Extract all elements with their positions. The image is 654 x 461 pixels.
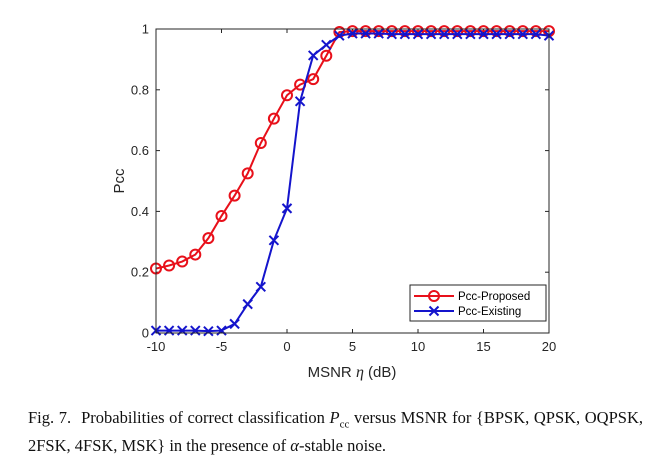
data-point (334, 30, 345, 41)
data-point (491, 28, 502, 40)
x-tick-label: 10 (411, 339, 425, 354)
data-point (438, 28, 450, 40)
data-point (425, 28, 437, 40)
data-point (203, 325, 214, 337)
legend-marker (428, 305, 440, 317)
data-point (190, 325, 201, 336)
data-point (478, 28, 489, 40)
data-point (189, 248, 202, 261)
series-pcc-existing (150, 28, 555, 337)
data-point (228, 189, 241, 202)
y-tick-label: 1 (142, 22, 149, 37)
data-point (215, 209, 228, 222)
data-point (242, 298, 253, 310)
data-point (241, 167, 254, 180)
data-point (281, 203, 293, 214)
data-point (307, 73, 320, 86)
data-point (464, 25, 477, 38)
data-point (517, 28, 529, 40)
data-point (373, 28, 384, 39)
caption-pcc-symbol: P (329, 408, 340, 427)
data-point (321, 39, 332, 51)
data-point (530, 28, 542, 40)
series-layer (150, 25, 555, 337)
data-point (503, 25, 516, 38)
series-pcc-proposed (150, 25, 555, 275)
y-tick-label: 0 (142, 326, 149, 341)
data-point (163, 325, 175, 336)
x-axis-label-symbol: η (356, 364, 364, 381)
legend-marker (428, 290, 440, 302)
data-point (307, 50, 319, 61)
data-point (386, 28, 398, 40)
x-axis-label-prefix: MSNR (308, 364, 356, 381)
y-axis-label: Pcc (111, 168, 128, 194)
x-tick-label: 15 (476, 339, 490, 354)
caption-pcc-subscript: cc (339, 418, 350, 431)
y-tick-label: 0.6 (131, 143, 149, 158)
x-tick-label: 5 (349, 339, 356, 354)
data-point (163, 259, 176, 272)
data-point (477, 25, 490, 38)
x-tick-label: -10 (147, 339, 166, 354)
caption-text-3: -stable noise. (298, 436, 387, 456)
data-point (320, 49, 333, 62)
data-point (504, 28, 515, 40)
legend-label: Pcc-Existing (458, 306, 521, 318)
data-point (398, 25, 411, 38)
data-point (347, 28, 358, 39)
data-point (399, 28, 411, 40)
data-point (216, 325, 227, 336)
data-point (438, 25, 451, 38)
data-point (465, 28, 476, 40)
data-point (425, 25, 438, 38)
data-point (255, 281, 267, 292)
data-point (412, 28, 424, 40)
y-tick-label: 0.2 (131, 265, 149, 280)
tick-labels: -10 -5 0 5 10 15 20 0 0.2 0.4 0.6 0.8 1 (131, 22, 556, 355)
data-point (360, 28, 371, 39)
caption-alpha-symbol: α (290, 436, 299, 456)
data-point (359, 25, 372, 38)
legend-label: Pcc-Proposed (458, 291, 530, 303)
x-tick-label: 0 (283, 339, 290, 354)
figure-caption: Fig. 7. Probabilities of correct classifi… (28, 407, 643, 456)
data-point (529, 25, 542, 38)
caption-label: Fig. 7. (28, 408, 72, 427)
data-point (451, 25, 464, 38)
data-point (452, 28, 463, 40)
data-point (202, 232, 215, 245)
x-tick-label: 20 (542, 339, 556, 354)
data-point (176, 255, 189, 268)
x-tick-label: -5 (216, 339, 228, 354)
caption-text-1: Probabilities of correct classification (81, 408, 330, 427)
data-point (229, 318, 240, 330)
y-tick-label: 0.8 (131, 82, 149, 97)
data-point (268, 235, 280, 246)
axes-frame (155, 28, 550, 334)
legend-item: Pcc-Proposed (414, 290, 530, 303)
data-point (385, 25, 398, 38)
data-point (412, 25, 424, 38)
data-point (176, 325, 188, 336)
data-point (254, 137, 267, 149)
data-point (267, 112, 280, 125)
x-axis-label-suffix: (dB) (364, 364, 397, 381)
legend-item: Pcc-Existing (414, 305, 521, 318)
legend: Pcc-Proposed Pcc-Existing (409, 284, 547, 322)
data-point (346, 25, 359, 38)
data-point (490, 25, 503, 38)
data-point (281, 89, 293, 102)
data-point (516, 25, 529, 38)
series-line (155, 30, 549, 270)
y-tick-label: 0.4 (131, 204, 149, 219)
data-point (294, 96, 306, 107)
caption-text-2: versus MSNR for {BPSK, QPSK, OQPSK, 2FSK… (28, 408, 643, 456)
data-point (372, 25, 385, 38)
x-axis-label: MSNR η (dB) (308, 364, 397, 381)
